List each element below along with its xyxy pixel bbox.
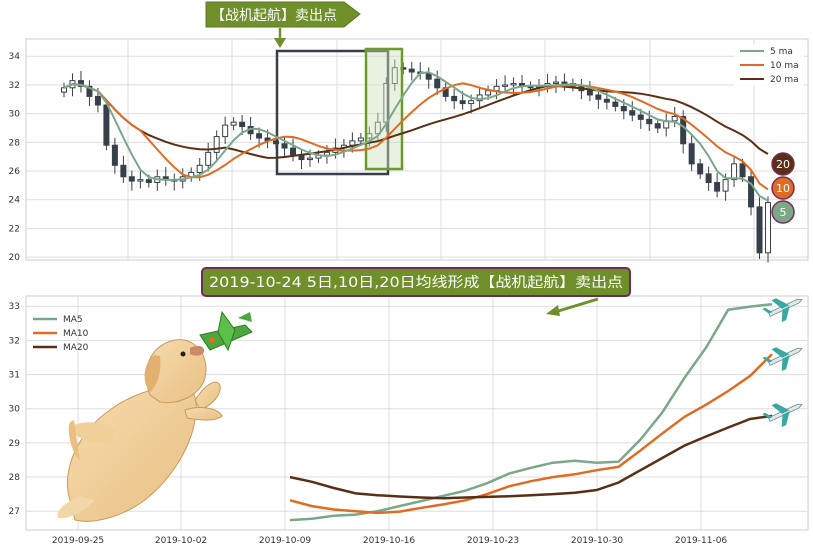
bottom-legend-label-0: MA5	[63, 315, 83, 325]
candle-7	[120, 155, 127, 183]
candle-70	[654, 118, 661, 133]
top-legend: 5 ma 10 ma 20 ma	[734, 44, 804, 86]
top-legend-label-0: 5 ma	[770, 47, 793, 57]
banner-label: 【战机起航】卖出点	[211, 8, 337, 24]
top-legend-label-1: 10 ma	[770, 61, 799, 71]
bottom-y-ticks: 27 28 29 30 31 32 33	[9, 302, 21, 517]
candle-41	[408, 61, 415, 81]
candle-62	[586, 81, 593, 102]
candle-17	[205, 142, 212, 172]
bottom-x-ticks: 2019-09-25 2019-10-02 2019-10-09 2019-10-16…	[52, 536, 728, 546]
candlestick-panel: 20 22 24 26 28 30 32 34 5 ma 10 ma 20 ma 20 10 …	[9, 38, 809, 263]
bottom-ma-lines	[289, 302, 773, 522]
badge-10-label: 10	[776, 182, 790, 195]
top-ytick-6: 32	[9, 81, 20, 91]
top-ytick-4: 28	[9, 138, 21, 148]
candle-8	[128, 170, 135, 191]
bottom-xtick-2: 2019-10-09	[259, 536, 312, 546]
title-banner-box	[201, 267, 631, 297]
bottom-ytick-2: 29	[9, 439, 21, 449]
top-ytick-0: 20	[9, 253, 21, 263]
candle-74	[688, 135, 695, 172]
highlight-box-green	[364, 47, 404, 171]
candle-2	[77, 71, 84, 93]
top-ma-line-10-ma	[63, 82, 769, 191]
green-plane-icon	[199, 310, 253, 352]
bottom-ytick-6: 33	[9, 302, 20, 312]
plane-icon-top	[762, 298, 803, 323]
top-ma-line-5-ma	[63, 71, 769, 202]
bottom-ytick-5: 32	[9, 336, 20, 346]
top-ytick-2: 24	[9, 196, 21, 206]
bottom-xtick-4: 2019-10-23	[467, 536, 519, 546]
top-y-ticks: 20 22 24 26 28 30 32 34	[9, 52, 21, 263]
candle-26	[281, 136, 288, 157]
badge-20-circle	[771, 152, 795, 176]
plane-icon-bottom	[762, 403, 803, 428]
down-arrow-icon	[274, 28, 286, 48]
plane-icon-middle	[762, 347, 803, 372]
bottom-ytick-1: 28	[9, 473, 21, 483]
title-banner: 2019-10-24 5日,10日,20日均线形成【战机起航】卖出点	[201, 267, 631, 316]
candle-18	[213, 130, 220, 162]
candle-63	[595, 88, 602, 109]
candle-44	[434, 70, 441, 96]
top-ytick-1: 22	[9, 224, 20, 234]
bottom-xtick-1: 2019-10-02	[155, 536, 207, 546]
top-ytick-3: 26	[9, 167, 21, 177]
candle-43	[425, 67, 432, 89]
top-ma-line-20-ma	[63, 83, 769, 159]
bottom-xtick-5: 2019-10-30	[571, 536, 624, 546]
candle-19	[222, 116, 229, 144]
highlight-box-dark	[275, 49, 390, 176]
bottom-xtick-6: 2019-11-06	[675, 536, 728, 546]
chart-title: 2019-10-24 5日,10日,20日均线形成【战机起航】卖出点	[209, 275, 623, 291]
badge-10-circle	[771, 176, 795, 200]
candle-59	[561, 73, 568, 91]
badge-20-label: 20	[776, 158, 790, 171]
badge-5-circle	[771, 200, 795, 224]
bottom-legend-label-2: MA20	[63, 343, 89, 353]
bottom-line-MA20	[289, 414, 773, 500]
bottom-line-MA10	[289, 353, 773, 515]
top-ytick-7: 34	[9, 52, 21, 62]
top-legend-label-2: 20 ma	[770, 75, 799, 85]
candle-49	[476, 86, 483, 109]
candle-75	[697, 158, 704, 179]
candle-68	[637, 108, 644, 129]
candle-46	[451, 89, 458, 110]
ma-badges: 20 10 5	[771, 152, 795, 224]
bottom-ytick-3: 30	[9, 405, 21, 415]
sell-point-banner: 【战机起航】卖出点	[205, 1, 361, 48]
bottom-ytick-4: 31	[9, 371, 20, 381]
candle-81	[748, 169, 755, 216]
dog-illustration	[57, 339, 223, 522]
candle-83	[765, 196, 771, 263]
candle-76	[705, 166, 712, 191]
candle-77	[714, 172, 721, 198]
bottom-ytick-0: 27	[9, 507, 20, 517]
candle-82	[756, 197, 763, 259]
candle-79	[731, 155, 738, 187]
candle-3	[86, 80, 93, 107]
arrow-pointer-icon	[546, 297, 599, 316]
badge-5-label: 5	[780, 206, 787, 219]
candle-20	[230, 117, 237, 131]
top-ytick-5: 30	[9, 110, 21, 120]
candle-52	[502, 75, 509, 93]
bottom-xtick-0: 2019-09-25	[52, 536, 104, 546]
candle-67	[629, 101, 636, 122]
candle-39	[391, 59, 398, 91]
candle-53	[510, 77, 517, 95]
top-ma-lines	[63, 71, 769, 202]
candle-6	[111, 137, 118, 174]
candle-5	[103, 99, 110, 151]
bottom-xtick-3: 2019-10-16	[363, 536, 416, 546]
banner-shape	[205, 1, 361, 28]
candle-9	[137, 171, 144, 189]
bottom-legend-label-1: MA10	[63, 329, 89, 339]
bottom-legend: MA5 MA10 MA20	[33, 315, 89, 353]
